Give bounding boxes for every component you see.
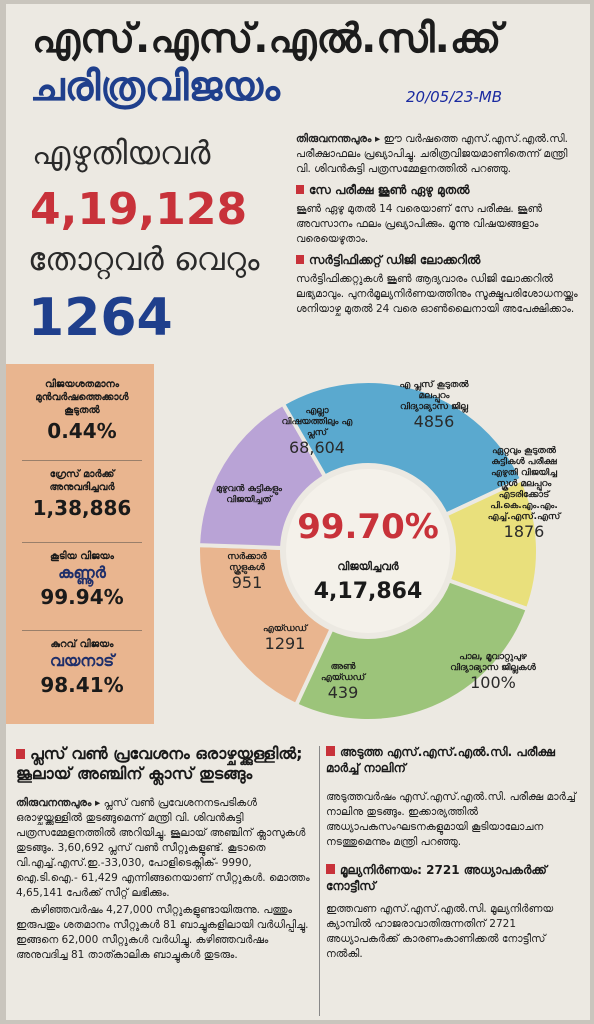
donut-segment-value: 439 — [327, 683, 359, 702]
plus-one-text1: തിരുവനന്തപുരം ▸ പ്ലസ് വൺ പ്രവേശനനടപടികൾ … — [16, 796, 314, 901]
plus-one-heading-text: പ്ലസ് വൺ പ്രവേശനം ഒരാഴ്ചയ്ക്കുള്ളിൽ; ജൂല… — [16, 744, 303, 783]
plus-one-heading: പ്ലസ് വൺ പ്രവേശനം ഒരാഴ്ചയ്ക്കുള്ളിൽ; ജൂല… — [16, 744, 314, 784]
segment-full-pass-schools — [293, 577, 531, 723]
results-donut: 99.70% വിജയിച്ചവർ 4,17,864 എല്ലാ വിഷയത്ത… — [196, 379, 561, 723]
stat-label: കൂടിയ വിജയം — [50, 551, 114, 562]
donut-label-all-a-plus: എല്ലാ വിഷയത്തിലും എ പ്ലസ്68,604 — [281, 406, 353, 457]
failed-value: 1264 — [28, 288, 173, 348]
donut-segment-label: ഏറ്റവും കൂടുതൽ കുട്ടികൾ പരീക്ഷ എഴുതി വിജ… — [487, 446, 561, 522]
donut-segment-label: മുഴുവൻ കുട്ടികളും വിജയിച്ചത് — [216, 484, 282, 505]
say-exam-heading: സേ പരീക്ഷ ജൂൺ ഏഴു മുതൽ — [296, 183, 580, 198]
donut-label-malappuram: എ പ്ലസ് കൂടുതൽ മലപ്പുറം വിദ്യാഭ്യാസ ജില്… — [399, 380, 469, 431]
stat-grace-mark: ഗ്രേസ് മാർക്ക് അനുവദിച്ചവർ 1,38,886 — [22, 468, 142, 520]
donut-label-aided: എയ്ഡഡ്1291 — [262, 624, 308, 653]
stat-pass-increase: വിജയശതമാനം മുൻവർഷത്തെക്കാൾ കൂടുതൽ 0.44% — [22, 378, 142, 443]
intro-lead: തിരുവനന്തപുരം ▸ — [296, 133, 381, 145]
donut-segment-label: പാല, മൂവാറ്റുപുഴ വിദ്യാഭ്യാസ ജില്ലകൾ — [450, 652, 536, 673]
wrote-label: എഴുതിയവർ — [32, 134, 211, 172]
donut-segments — [196, 379, 540, 723]
next-exam-heading-text: അടുത്ത എസ്.എസ്.എൽ.സി. പരീക്ഷ മാർച്ച് നാല… — [326, 745, 555, 775]
donut-center-value: 99.70% — [297, 507, 439, 547]
divider — [22, 630, 142, 631]
bullet-square — [326, 746, 335, 756]
stats-panel: വിജയശതമാനം മുൻവർഷത്തെക്കാൾ കൂടുതൽ 0.44% … — [6, 364, 154, 724]
stat-value: 0.44% — [47, 419, 117, 443]
stat-label: വിജയശതമാനം മുൻവർഷത്തെക്കാൾ കൂടുതൽ — [35, 379, 129, 416]
certificate-text: സർട്ടിഫിക്കറ്റുകൾ ജൂൺ ആദ്യവാരം ഡിജി ലോക്… — [296, 273, 578, 315]
intro-column: തിരുവനന്തപുരം ▸ ഈ വർഷത്തെ എസ്.എസ്.എൽ.സി.… — [296, 132, 580, 317]
evaluation-text: ഇത്തവണ എസ്.എസ്.എൽ.സി. മൂല്യനിർണയ ക്യാമ്പ… — [326, 903, 554, 960]
donut-center-count: 4,17,864 — [314, 579, 423, 604]
plus-one-text2: കഴിഞ്ഞവർഷം 4,27,000 സീറ്റുകളുണ്ടായിരുന്ന… — [16, 904, 309, 961]
say-exam-text: ജൂൺ ഏഴു മുതൽ 14 വരെയാണ് സേ പരീക്ഷ. ജൂൺ അ… — [296, 203, 543, 245]
divider — [22, 542, 142, 543]
evaluation-heading-text: മൂല്യനിർണയം: 2721 അധ്യാപകർക്ക് നോട്ടീസ് — [326, 863, 547, 893]
stat-value: 99.94% — [40, 585, 124, 609]
wrote-value: 4,19,128 — [30, 184, 248, 235]
divider — [22, 460, 142, 461]
plus-one-story: പ്ലസ് വൺ പ്രവേശനം ഒരാഴ്ചയ്ക്കുള്ളിൽ; ജൂല… — [16, 744, 314, 963]
intro-body: ഈ വർഷത്തെ എസ്.എസ്.എൽ.സി. പരീക്ഷാഫലം പ്രഖ… — [296, 133, 568, 175]
donut-segment-label: എയ്ഡഡ് — [262, 624, 308, 634]
headline-line2: ചരിത്രവിജയം — [30, 64, 280, 110]
stat-lowest-pass: കുറവ് വിജയം വയനാട് 98.41% — [22, 638, 142, 697]
donut-segment-value: 1876 — [503, 522, 545, 541]
donut-segment-value: 100% — [470, 673, 516, 692]
donut-segment-label: അൺ എയ്ഡഡ് — [320, 662, 366, 683]
donut-segment-value: 68,604 — [289, 438, 345, 457]
intro-text: തിരുവനന്തപുരം ▸ ഈ വർഷത്തെ എസ്.എസ്.എൽ.സി.… — [296, 132, 580, 177]
stat-label: കുറവ് വിജയം — [50, 639, 114, 650]
donut-segment-label: എല്ലാ വിഷയത്തിലും എ പ്ലസ് — [281, 406, 353, 438]
plus-one-body1: പ്ലസ് വൺ പ്രവേശനനടപടികൾ ഒരാഴ്ചയ്ക്കുള്ളി… — [16, 797, 310, 899]
segment-top-school — [280, 379, 525, 518]
stat-place: വയനാട് — [49, 651, 115, 670]
stat-highest-pass: കൂടിയ വിജയം കണ്ണൂർ 99.94% — [22, 550, 142, 609]
donut-center-label: വിജയിച്ചവർ — [337, 560, 399, 573]
donut-label-full-pass-schools: മുഴുവൻ കുട്ടികളും വിജയിച്ചത് — [216, 484, 282, 505]
failed-label: തോറ്റവർ വെറും — [28, 240, 260, 278]
bullet-square — [16, 749, 25, 759]
donut-segment-label: എ പ്ലസ് കൂടുതൽ മലപ്പുറം വിദ്യാഭ്യാസ ജില്… — [399, 380, 469, 412]
next-exam-heading: അടുത്ത എസ്.എസ്.എൽ.സി. പരീക്ഷ മാർച്ച് നാല… — [326, 744, 584, 776]
stat-value: 98.41% — [40, 673, 124, 697]
certificate-heading: സർട്ടിഫിക്കറ്റ് ഡിജി ലോക്കറിൽ — [296, 253, 580, 268]
bullet-square — [326, 864, 335, 874]
handwritten-note: 20/05/23-MB — [406, 88, 503, 106]
right-column-stories: അടുത്ത എസ്.എസ്.എൽ.സി. പരീക്ഷ മാർച്ച് നാല… — [326, 744, 584, 962]
column-divider — [319, 746, 320, 1016]
donut-label-unaided: അൺ എയ്ഡഡ്439 — [320, 662, 366, 702]
stat-place: കണ്ണൂർ — [58, 563, 106, 582]
donut-segment-value: 1291 — [264, 634, 306, 653]
evaluation-heading: മൂല്യനിർണയം: 2721 അധ്യാപകർക്ക് നോട്ടീസ് — [326, 862, 584, 894]
stat-value: 1,38,886 — [32, 496, 132, 520]
plus-one-lead: തിരുവനന്തപുരം ▸ — [16, 797, 101, 809]
donut-segment-value: 951 — [231, 573, 263, 592]
donut-label-top-school: ഏറ്റവും കൂടുതൽ കുട്ടികൾ പരീക്ഷ എഴുതി വിജ… — [487, 446, 561, 541]
stat-label: ഗ്രേസ് മാർക്ക് അനുവദിച്ചവർ — [49, 469, 115, 493]
donut-labels: എല്ലാ വിഷയത്തിലും എ പ്ലസ്68,604 എ പ്ലസ് ക… — [216, 380, 561, 702]
next-exam-text: അടുത്തവർഷം എസ്.എസ്.എൽ.സി. പരീക്ഷ മാർച്ച്… — [326, 791, 576, 848]
donut-segment-label: സർക്കാർ സ്കൂളുകൾ — [227, 552, 267, 573]
segment-all-a-plus — [196, 542, 335, 708]
headline-line1: എസ്.എസ്.എൽ.സി.ക്ക് — [32, 16, 502, 62]
donut-segment-value: 4856 — [413, 412, 455, 431]
donut-center — [286, 469, 450, 633]
newspaper-page: എസ്.എസ്.എൽ.സി.ക്ക് ചരിത്രവിജയം 20/05/23-… — [6, 4, 590, 1020]
